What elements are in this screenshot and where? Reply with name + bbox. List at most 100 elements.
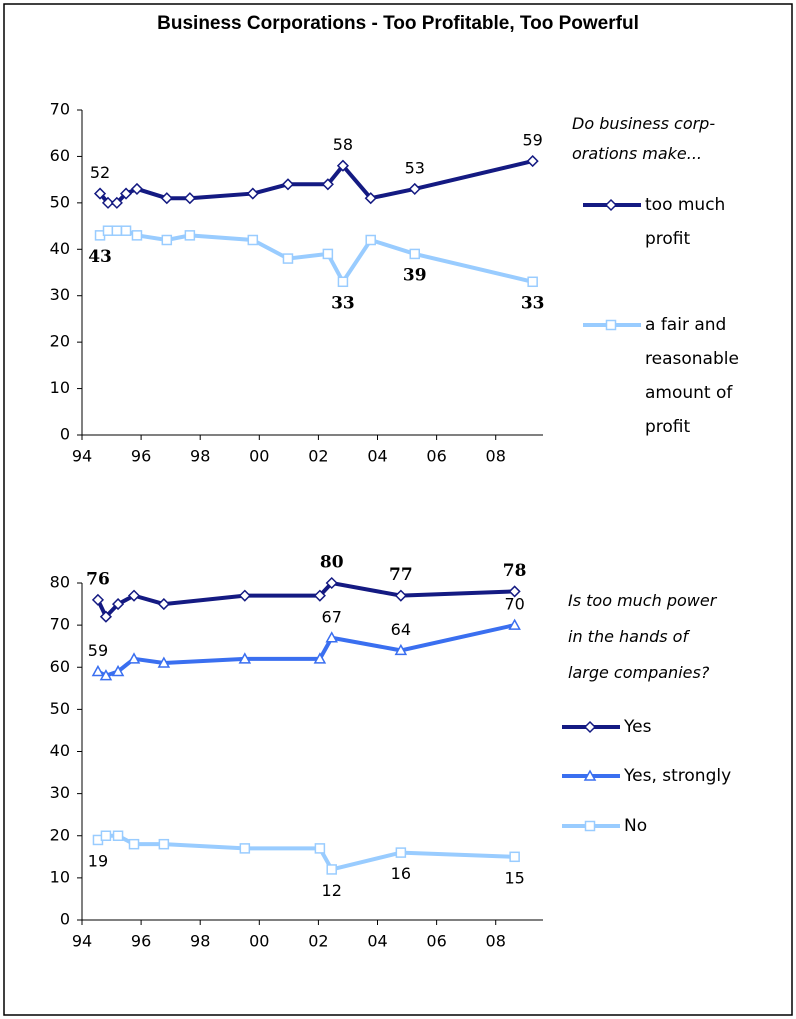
series-line	[97, 833, 515, 872]
y-tick-label: 80	[50, 573, 70, 592]
legend-title: large companies?	[568, 663, 710, 682]
x-tick-label: 98	[190, 932, 210, 951]
point	[93, 187, 107, 200]
point	[604, 198, 618, 212]
data-label: 33	[521, 293, 545, 313]
legend-title: Do business corp-	[572, 114, 716, 133]
point	[238, 652, 252, 664]
data-label: 53	[405, 158, 425, 177]
legend-label: Yes, strongly	[624, 766, 732, 786]
point	[281, 178, 295, 191]
y-tick-label: 50	[50, 192, 70, 211]
data-label: 70	[504, 595, 524, 614]
point	[239, 843, 251, 854]
y-tick-label: 60	[50, 146, 70, 165]
point	[394, 589, 407, 602]
point	[246, 187, 259, 200]
point	[527, 276, 538, 288]
point	[325, 576, 338, 590]
point	[409, 248, 420, 260]
y-tick-label: 50	[50, 699, 70, 718]
point	[130, 182, 144, 195]
point	[161, 234, 173, 246]
data-label: 64	[391, 620, 411, 639]
x-tick-label: 04	[367, 447, 387, 466]
point	[337, 276, 349, 288]
y-tick-label: 20	[50, 332, 70, 351]
point	[160, 192, 173, 205]
y-tick-label: 10	[50, 378, 70, 397]
legend-label: a fair and reasonable amount of profit	[645, 315, 739, 437]
point	[282, 253, 294, 264]
x-tick-label: 94	[72, 447, 92, 466]
point	[325, 631, 338, 643]
point	[583, 769, 597, 781]
point	[131, 230, 143, 241]
point	[184, 230, 196, 241]
point	[321, 178, 334, 191]
data-label: 78	[503, 561, 527, 581]
data-label: 43	[88, 247, 112, 267]
point	[584, 820, 596, 832]
y-tick-label: 30	[50, 285, 70, 304]
x-tick-label: 06	[426, 932, 446, 951]
y-tick-label: 10	[50, 867, 70, 886]
data-label: 39	[403, 265, 427, 285]
data-label: 80	[320, 553, 344, 573]
series-line	[96, 580, 515, 621]
x-tick-label: 98	[190, 447, 210, 466]
legend-label: too much profit	[645, 195, 726, 249]
point	[110, 196, 123, 209]
data-label: 16	[391, 864, 411, 883]
point	[526, 155, 539, 168]
point	[99, 669, 113, 681]
data-label: 12	[322, 881, 342, 900]
point	[395, 847, 407, 858]
y-tick-label: 30	[50, 783, 70, 802]
x-tick-label: 96	[131, 447, 151, 466]
x-tick-label: 02	[308, 447, 328, 466]
point	[238, 589, 251, 602]
x-tick-label: 94	[72, 932, 92, 951]
point	[183, 192, 196, 205]
point	[157, 598, 170, 611]
y-tick-label: 70	[50, 615, 70, 634]
point	[120, 225, 132, 236]
legend-title: Is too much power	[568, 591, 717, 610]
point	[127, 652, 141, 664]
x-tick-label: 08	[486, 447, 506, 466]
point	[111, 225, 123, 236]
x-tick-label: 96	[131, 932, 151, 951]
point	[111, 598, 125, 611]
point	[408, 182, 421, 195]
point	[314, 843, 326, 854]
point	[508, 618, 521, 630]
x-tick-label: 08	[486, 932, 506, 951]
point	[91, 593, 105, 606]
point	[247, 234, 259, 246]
data-label: 58	[333, 135, 353, 154]
x-tick-label: 04	[367, 932, 387, 951]
point	[100, 830, 112, 841]
point	[313, 589, 326, 602]
point	[583, 720, 597, 734]
point	[394, 643, 408, 656]
point	[605, 319, 617, 331]
x-tick-label: 02	[308, 932, 328, 951]
legend-title: orations make...	[572, 144, 702, 163]
point	[127, 589, 141, 602]
frame	[3, 3, 793, 1016]
data-label: 67	[322, 607, 342, 626]
point	[112, 830, 124, 841]
data-label: 77	[389, 565, 413, 585]
point	[336, 159, 349, 172]
y-tick-label: 0	[60, 910, 70, 929]
data-label: 19	[88, 851, 108, 870]
y-tick-label: 0	[60, 425, 70, 444]
chart-title: Business Corporations - Too Profitable, …	[157, 13, 639, 34]
data-label: 52	[90, 163, 110, 182]
point	[91, 664, 105, 677]
y-tick-label: 70	[50, 100, 70, 119]
